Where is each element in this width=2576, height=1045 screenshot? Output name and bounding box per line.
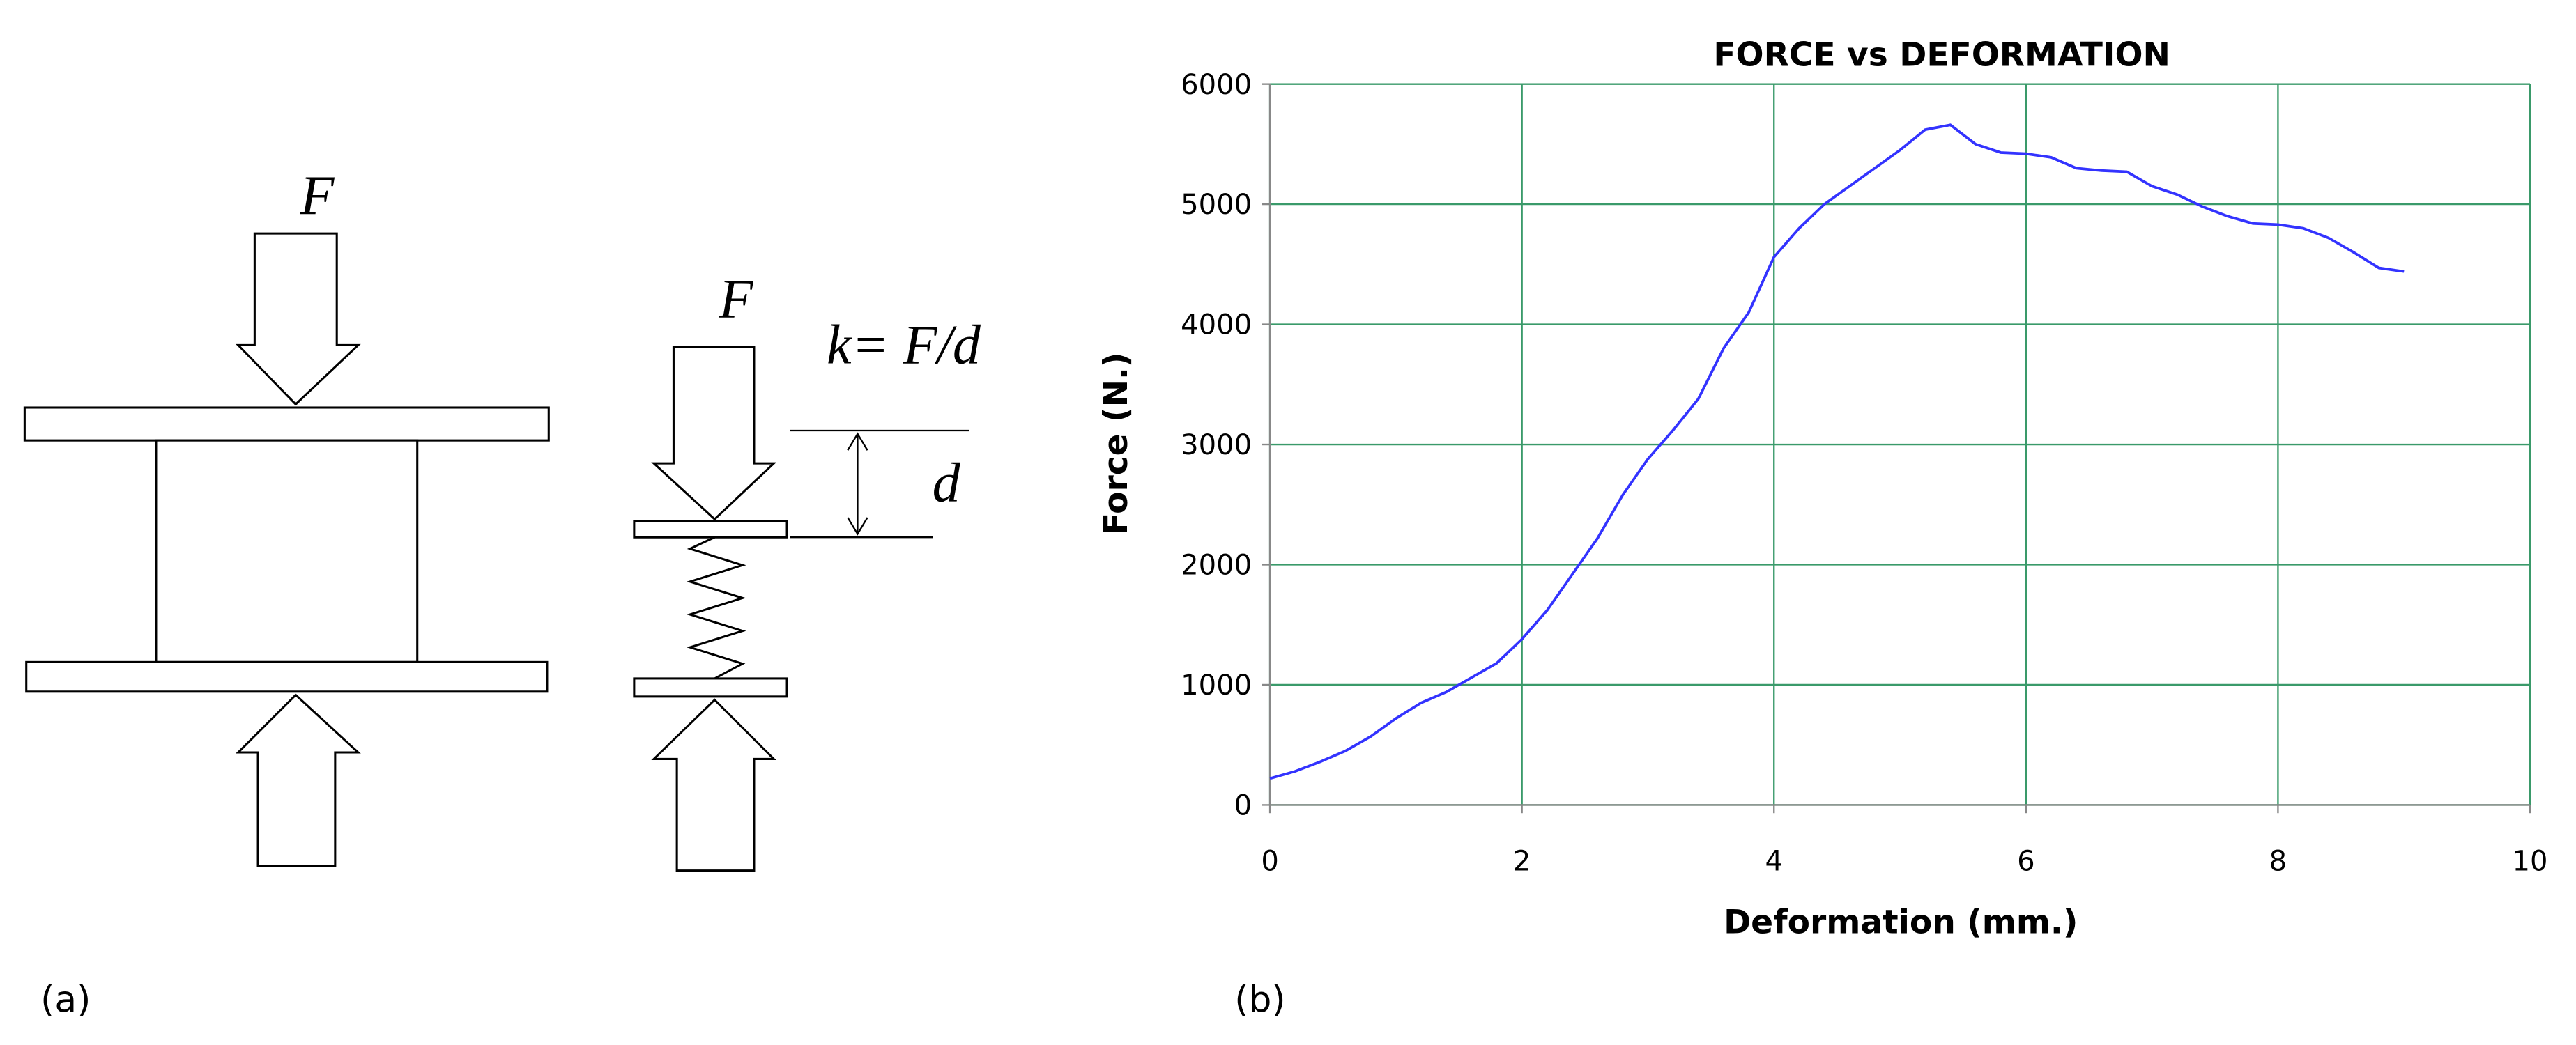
x-tick-label: 4 (1765, 846, 1783, 878)
x-tick-label: 0 (1261, 846, 1279, 878)
arrow-head (847, 517, 868, 536)
arrow (236, 693, 361, 867)
y-tick-label: 5000 (1181, 189, 1252, 221)
y-tick-label: 6000 (1181, 69, 1252, 101)
y-tick-label: 0 (1234, 790, 1252, 822)
x-axis-label: Deformation (mm.) (1724, 903, 2078, 941)
plate (633, 677, 788, 698)
force-label: F (719, 268, 754, 330)
plate (25, 660, 549, 693)
y-tick-label: 2000 (1181, 550, 1252, 582)
x-tick-label: 2 (1513, 846, 1531, 878)
x-tick-label: 6 (2017, 846, 2035, 878)
force-label: F (299, 165, 335, 226)
arrow (236, 232, 361, 406)
chart-title: FORCE vs DEFORMATION (1713, 36, 2170, 75)
plate (23, 406, 550, 442)
x-tick-label: 8 (2269, 846, 2287, 878)
y-tick-label: 1000 (1181, 669, 1252, 702)
deformation-label: d (933, 452, 961, 513)
panel-label: (a) (40, 979, 91, 1021)
data-line (1269, 123, 2405, 780)
x-tick-label: 10 (2513, 846, 2548, 878)
arrow (651, 346, 777, 521)
plate (633, 520, 788, 539)
arrow-head (847, 432, 868, 451)
y-tick-label: 4000 (1181, 309, 1252, 341)
y-axis-label: Force (N.) (1097, 353, 1135, 536)
panel-label: (b) (1234, 979, 1285, 1021)
y-tick-label: 3000 (1181, 429, 1252, 461)
arrow (651, 698, 776, 872)
stiffness-label: k= F/d (827, 314, 981, 376)
spring (686, 536, 746, 680)
specimen (155, 439, 419, 663)
diagram: F F k= F/d d (23, 165, 981, 872)
